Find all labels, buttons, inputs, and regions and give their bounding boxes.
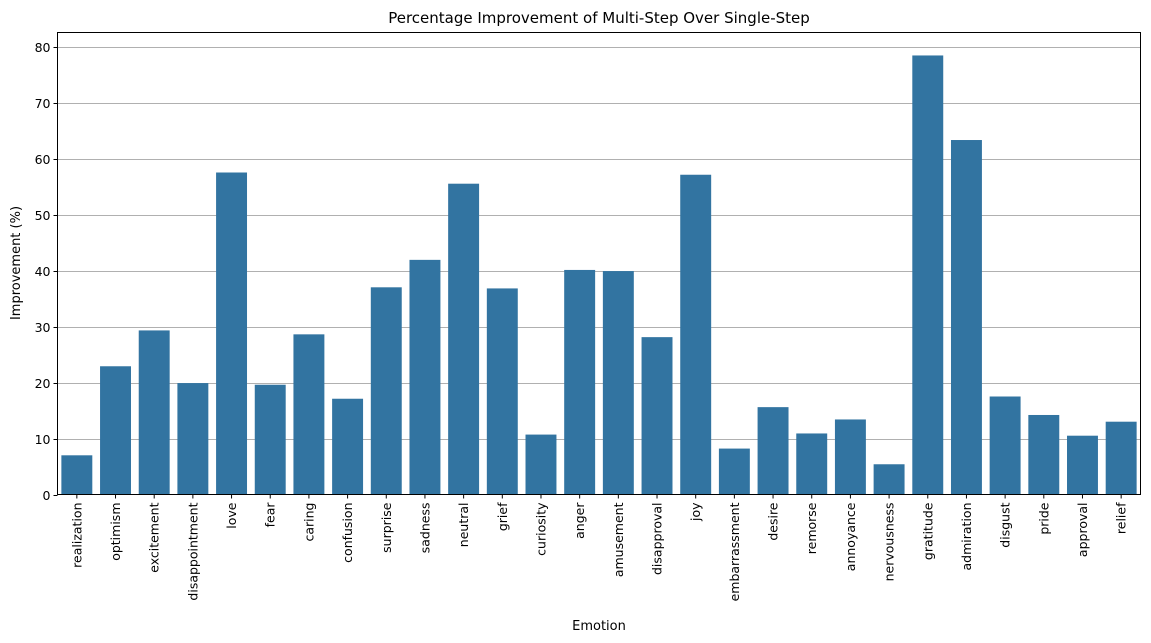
x-tick-label: neutral xyxy=(456,503,471,548)
y-tick-label: 10 xyxy=(35,432,51,447)
x-tick-label: remorse xyxy=(804,502,819,554)
x-axis-label: Emotion xyxy=(572,619,626,634)
x-tick-label: gratitude xyxy=(920,502,935,560)
bar-joy xyxy=(680,174,712,495)
y-tick-label: 20 xyxy=(35,376,51,391)
x-tick-label: realization xyxy=(69,503,84,568)
bar-desire xyxy=(757,407,789,495)
x-tick-label: excitement xyxy=(147,502,162,572)
y-tick-label: 40 xyxy=(35,264,51,279)
x-tick-label: disappointment xyxy=(185,502,200,600)
x-axis: realization optimism excitement disappointm… xyxy=(69,494,1129,601)
bar-disapproval xyxy=(641,337,673,495)
x-tick-label: admiration xyxy=(959,503,974,571)
x-tick-label: joy xyxy=(688,502,703,522)
y-axis: 0 10 20 30 40 50 60 70 80 xyxy=(35,40,58,503)
bar-anger xyxy=(564,269,596,495)
x-tick-label: disgust xyxy=(998,502,1013,547)
y-tick-label: 30 xyxy=(35,320,51,335)
bar-approval xyxy=(1067,435,1098,495)
bar-pride xyxy=(1028,414,1060,495)
x-tick-label: curiosity xyxy=(533,502,548,556)
x-tick-label: embarrassment xyxy=(727,502,742,601)
y-tick-label: 0 xyxy=(43,488,51,503)
x-tick-label: grief xyxy=(495,502,510,531)
bar-caring xyxy=(293,334,325,495)
bar-disappointment xyxy=(177,383,209,495)
x-tick-label: approval xyxy=(1075,503,1090,558)
x-tick-label: relief xyxy=(1114,502,1129,534)
bars xyxy=(61,55,1137,495)
bar-confusion xyxy=(332,398,364,495)
x-tick-label: pride xyxy=(1036,502,1051,534)
bar-realization xyxy=(61,455,93,495)
bar-nervousness xyxy=(873,464,905,495)
x-tick-label: nervousness xyxy=(882,503,897,582)
bar-grief xyxy=(486,288,518,495)
bar-neutral xyxy=(448,183,480,495)
y-tick-label: 70 xyxy=(35,96,51,111)
x-tick-label: annoyance xyxy=(843,502,858,571)
x-tick-label: optimism xyxy=(108,503,123,561)
bar-love xyxy=(216,172,248,495)
bar-relief xyxy=(1105,421,1137,495)
bar-embarrassment xyxy=(718,448,750,495)
bar-excitement xyxy=(138,330,170,495)
x-tick-label: caring xyxy=(301,503,316,542)
y-tick-label: 60 xyxy=(35,152,51,167)
x-tick-label: confusion xyxy=(340,503,355,563)
plot-frame xyxy=(57,32,1141,495)
bar-amusement xyxy=(602,271,634,495)
bar-annoyance xyxy=(834,419,866,495)
x-tick-label: desire xyxy=(766,502,781,540)
bar-gratitude xyxy=(912,55,944,495)
x-tick-label: disapproval xyxy=(650,503,665,576)
x-tick-label: amusement xyxy=(611,502,626,577)
bar-fear xyxy=(254,384,286,495)
bar-remorse xyxy=(796,433,828,495)
x-tick-label: anger xyxy=(572,502,587,539)
y-tick-label: 80 xyxy=(35,40,51,55)
chart-title: Percentage Improvement of Multi-Step Ove… xyxy=(388,9,810,27)
x-tick-label: sadness xyxy=(417,503,432,554)
bar-disgust xyxy=(989,396,1021,495)
x-tick-label: love xyxy=(224,502,239,529)
y-axis-label: Improvement (%) xyxy=(9,206,24,320)
y-tick-label: 50 xyxy=(35,208,51,223)
bar-surprise xyxy=(370,287,402,495)
bar-admiration xyxy=(950,140,982,495)
x-tick-label: fear xyxy=(263,502,278,528)
bar-optimism xyxy=(100,366,131,495)
bar-curiosity xyxy=(525,434,557,495)
bar-sadness xyxy=(409,259,441,495)
x-tick-label: surprise xyxy=(379,502,394,553)
